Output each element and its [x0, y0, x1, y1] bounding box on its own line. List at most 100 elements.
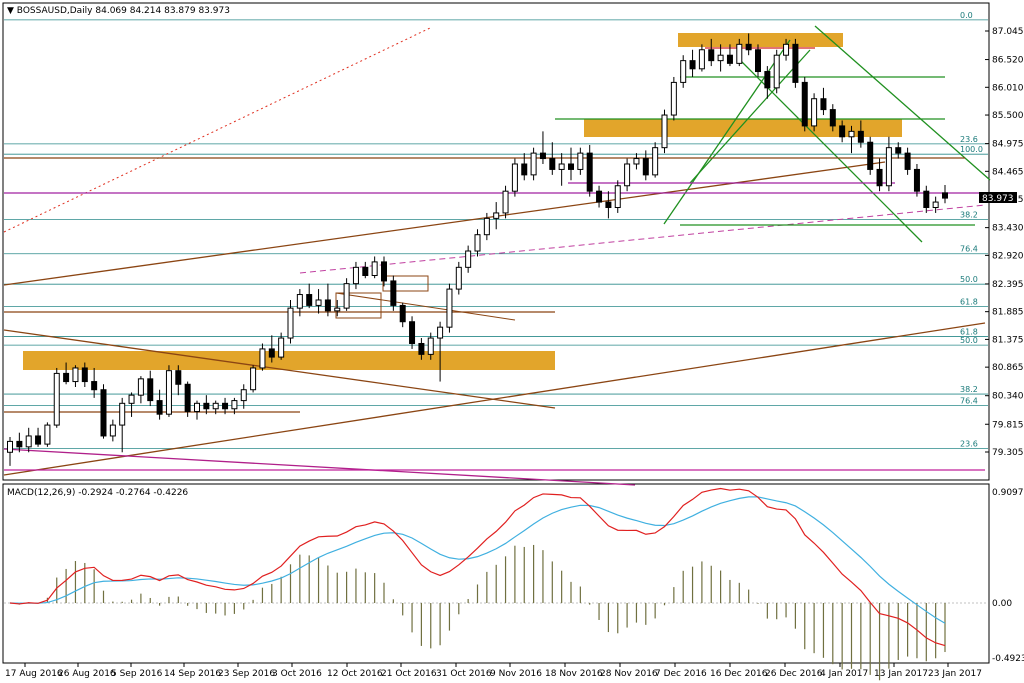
candle: [371, 256, 378, 279]
x-tick: 13 Jan 2017: [874, 669, 928, 679]
candle: [811, 93, 818, 132]
candle: [296, 289, 303, 317]
x-tick: 26 Dec 2016: [765, 669, 823, 679]
candle: [35, 427, 42, 447]
candle: [726, 44, 733, 67]
x-tick: 18 Nov 2016: [545, 669, 603, 679]
fib-label: 23.6: [960, 439, 978, 448]
x-tick: 23 Jan 2017: [928, 669, 982, 679]
x-tick: 3 Oct 2016: [272, 669, 322, 679]
candle: [558, 153, 565, 186]
price-ytick: 84.975: [992, 140, 1024, 150]
price-ytick: 80.865: [992, 363, 1024, 373]
candle: [362, 261, 369, 279]
candle: [212, 400, 219, 415]
candle: [315, 289, 322, 314]
candle: [81, 362, 88, 388]
candle: [250, 365, 257, 393]
candlestick-series: [7, 33, 948, 466]
candle: [652, 142, 659, 178]
candle: [502, 185, 509, 219]
candle: [128, 392, 135, 417]
candle: [437, 321, 444, 382]
candle: [670, 76, 677, 121]
price-ytick: 82.920: [992, 251, 1024, 261]
candle: [708, 38, 715, 67]
candle: [306, 283, 313, 309]
candle: [624, 158, 631, 192]
fib-label: 38.2: [960, 385, 978, 394]
x-tick: 5 Sep 2016: [111, 669, 163, 679]
candle: [568, 147, 574, 181]
price-ytick: 84.465: [992, 167, 1024, 177]
candle: [913, 163, 920, 197]
symbol-label: BOSSAUSD,Daily: [17, 6, 93, 16]
candle: [352, 261, 359, 290]
candle: [109, 419, 116, 442]
candle: [184, 381, 191, 417]
candle: [783, 38, 790, 61]
candle: [680, 55, 687, 88]
candle: [755, 44, 761, 77]
candle: [465, 245, 472, 273]
chart-symbol: ▼ BOSSAUSD,Daily 84.069 84.214 83.879 83…: [7, 6, 230, 16]
macd-main-line: [9, 487, 946, 647]
macd-ytick-max: 0.9097: [992, 488, 1024, 498]
candle: [343, 278, 350, 311]
macd-ytick-zero: 0.00: [992, 599, 1012, 609]
candle: [848, 125, 855, 154]
candle: [418, 338, 425, 360]
candle: [7, 437, 13, 466]
candle: [530, 147, 537, 181]
x-tick: 12 Oct 2016: [327, 669, 383, 679]
price-ytick: 85.500: [992, 111, 1024, 121]
candle: [614, 180, 621, 213]
fib-label: 76.4: [960, 245, 978, 254]
candle: [446, 283, 453, 333]
candle: [268, 335, 275, 363]
price-ytick: 81.375: [992, 335, 1024, 345]
candle: [175, 365, 182, 396]
candle: [483, 212, 490, 241]
x-tick: 4 Jan 2017: [820, 669, 868, 679]
price-ytick: 80.340: [992, 392, 1024, 402]
fib-label: 76.4: [960, 396, 978, 405]
price-ytick: 86.520: [992, 56, 1024, 66]
resistance-zone-top: [678, 33, 843, 47]
candle: [857, 120, 864, 148]
fib-label: 100.0: [960, 145, 983, 154]
candle: [16, 432, 23, 453]
candle: [698, 44, 705, 72]
x-tick: 16 Dec 2016: [710, 669, 768, 679]
candle: [736, 38, 743, 67]
ohlc-values: 84.069 84.214 83.879 83.973: [95, 6, 230, 16]
candle: [549, 142, 556, 175]
current-price-label: 83.973: [982, 194, 1014, 204]
candle: [577, 147, 584, 175]
candle: [820, 87, 827, 116]
fib-label: 50.0: [960, 336, 978, 345]
candle: [203, 395, 210, 415]
candle: [661, 109, 668, 154]
candle: [474, 229, 481, 257]
x-tick: 21 Oct 2016: [381, 669, 437, 679]
candle: [147, 370, 154, 407]
candle: [44, 422, 51, 447]
candle: [165, 365, 172, 417]
candle: [885, 136, 892, 192]
candle: [642, 150, 649, 181]
x-tick: 31 Oct 2016: [436, 669, 492, 679]
candle: [904, 147, 911, 175]
fib-label: 38.2: [960, 210, 978, 219]
candle: [72, 365, 79, 388]
candle: [764, 66, 771, 99]
candle: [287, 299, 294, 344]
x-tick: 17 Aug 2016: [5, 669, 63, 679]
price-ytick: 82.395: [992, 280, 1024, 290]
macd-title: MACD(12,26,9) -0.2924 -0.2764 -0.4226: [7, 488, 188, 498]
price-ytick: 79.305: [992, 448, 1024, 458]
candle: [923, 185, 930, 213]
x-tick: 9 Nov 2016: [490, 669, 542, 679]
candle: [240, 384, 247, 409]
fib-label: 61.8: [960, 297, 978, 306]
